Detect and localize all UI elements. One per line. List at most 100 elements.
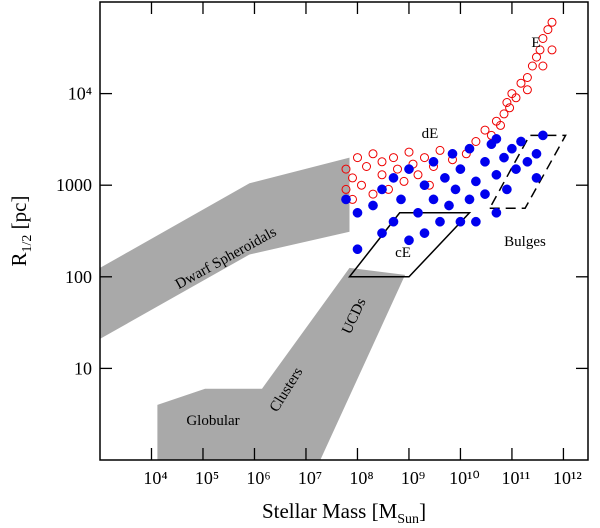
open-point — [543, 25, 553, 35]
open-point — [496, 120, 505, 130]
open-point — [471, 137, 481, 146]
region — [488, 134, 567, 210]
annotation: Bulges — [504, 234, 546, 250]
filled-point — [352, 244, 363, 255]
filled-point — [538, 130, 548, 141]
open-point — [532, 52, 541, 62]
filled-point — [464, 194, 475, 205]
y-tick-label: 10 — [74, 358, 92, 378]
points — [341, 17, 557, 255]
axes: 10⁴ 10⁵ 10⁶ 10⁷ 10⁸ 10⁹ 10¹⁰ 10¹¹ 10¹² 10 100 1000 1… — [56, 1, 589, 488]
filled-point — [502, 184, 512, 195]
filled-point — [531, 173, 542, 183]
open-point — [389, 153, 398, 163]
open-point — [357, 180, 366, 190]
filled-point — [507, 143, 517, 154]
filled-point — [531, 148, 542, 159]
open-point — [511, 93, 521, 103]
x-tick-label: 10⁷ — [298, 468, 322, 488]
filled-point — [341, 194, 351, 205]
filled-point — [428, 194, 439, 205]
filled-point — [388, 216, 399, 227]
filled-point — [522, 156, 533, 167]
open-point — [368, 189, 378, 199]
filled-point — [516, 136, 526, 147]
filled-point — [404, 164, 414, 174]
open-point — [505, 103, 515, 113]
open-point — [348, 173, 357, 183]
open-point — [538, 61, 548, 71]
x-tick-label: 10⁵ — [195, 468, 219, 488]
open-point — [377, 170, 387, 180]
filled-point — [471, 216, 481, 227]
filled-point — [352, 207, 363, 218]
annotation: dE — [422, 126, 439, 142]
open-point — [535, 45, 545, 55]
x-tick-label: 10⁹ — [401, 468, 425, 488]
open-point — [404, 147, 414, 157]
open-point — [502, 98, 512, 107]
x-tick-label: 10⁶ — [246, 468, 270, 488]
annotation: E — [531, 35, 540, 51]
filled-point — [428, 156, 439, 167]
y-tick-label: 10⁴ — [68, 84, 92, 104]
open-point — [547, 45, 557, 55]
open-point — [516, 78, 526, 88]
open-point — [527, 61, 537, 71]
filled-point — [480, 156, 490, 167]
x-tick-label: 10¹¹ — [502, 468, 531, 488]
filled-point — [419, 180, 430, 191]
filled-point — [511, 164, 521, 174]
x-axis-label: Stellar Mass [MSun] — [262, 499, 426, 527]
open-point — [522, 73, 532, 82]
x-tick-label: 10¹² — [553, 468, 582, 488]
y-tick-label: 100 — [65, 267, 92, 287]
filled-point — [480, 189, 490, 199]
filled-point — [435, 216, 445, 227]
filled-point — [413, 207, 423, 218]
open-point — [341, 164, 351, 174]
open-point — [362, 162, 371, 171]
filled-point — [447, 148, 458, 159]
filled-point — [491, 134, 502, 144]
region — [157, 267, 406, 460]
open-point — [341, 184, 351, 194]
open-point — [435, 145, 445, 155]
filled-point — [388, 173, 399, 183]
open-point — [538, 34, 548, 43]
filled-point — [440, 173, 450, 183]
open-point — [353, 153, 362, 163]
filled-point — [368, 200, 378, 211]
annotation: Globular — [186, 413, 239, 429]
filled-point — [455, 164, 466, 174]
filled-point — [491, 169, 502, 180]
x-tick-label: 10⁸ — [349, 468, 373, 488]
filled-point — [471, 176, 481, 187]
filled-point — [444, 200, 454, 211]
filled-point — [377, 228, 387, 238]
annotation: cE — [395, 245, 411, 261]
filled-point — [455, 216, 466, 227]
filled-point — [404, 235, 414, 246]
x-tick-label: 10¹⁰ — [449, 468, 480, 488]
open-point — [368, 149, 378, 159]
filled-point — [419, 228, 430, 238]
open-point — [522, 85, 532, 95]
filled-point — [464, 143, 475, 154]
plot-frame — [99, 1, 589, 461]
x-tick-label: 10⁴ — [143, 468, 167, 488]
y-tick-label: 1000 — [56, 175, 92, 195]
open-point — [399, 176, 409, 186]
open-point — [547, 17, 557, 27]
regions — [100, 134, 567, 460]
open-point — [413, 170, 423, 180]
open-point — [420, 153, 429, 163]
region — [100, 157, 350, 339]
open-point — [499, 109, 509, 119]
open-point — [480, 125, 490, 135]
open-point — [377, 157, 387, 167]
filled-point — [377, 184, 387, 195]
y-axis-label: R1/2 [pc] — [7, 196, 35, 267]
filled-point — [499, 152, 509, 163]
